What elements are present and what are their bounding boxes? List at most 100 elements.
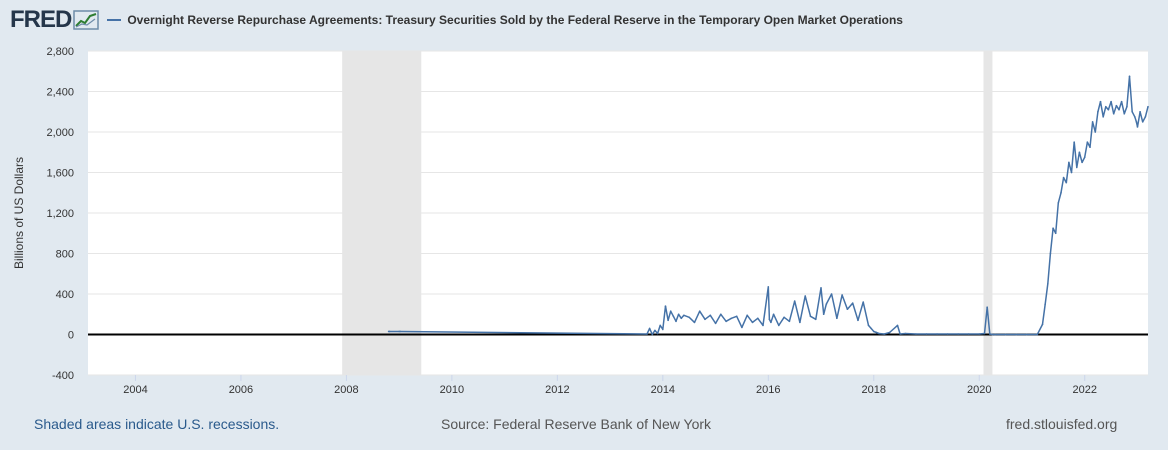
data-point xyxy=(672,315,675,318)
data-point xyxy=(720,313,722,316)
data-point xyxy=(1065,181,1068,184)
data-point xyxy=(1099,100,1102,103)
data-point xyxy=(875,331,878,334)
data-point xyxy=(770,321,772,324)
data-point xyxy=(978,333,981,335)
source-note: Source: Federal Reserve Bank of New York xyxy=(441,416,712,432)
data-point xyxy=(683,314,685,317)
fred-logo[interactable]: FRED xyxy=(10,6,100,34)
data-point xyxy=(709,314,712,317)
data-point xyxy=(741,326,743,329)
x-tick-label: 2012 xyxy=(545,384,569,396)
y-tick-label: -400 xyxy=(52,370,74,382)
data-point xyxy=(957,333,959,335)
data-point xyxy=(1144,116,1147,118)
x-tick-label: 2018 xyxy=(862,384,886,396)
y-tick-label: 800 xyxy=(56,249,74,261)
data-point xyxy=(1004,333,1007,336)
data-point xyxy=(825,303,828,305)
data-point xyxy=(693,321,696,324)
data-point xyxy=(925,333,928,335)
data-point xyxy=(983,332,986,335)
data-point xyxy=(783,316,785,319)
x-tick-label: 2020 xyxy=(967,384,991,396)
data-point xyxy=(1047,283,1049,285)
x-tick-label: 2006 xyxy=(229,384,253,396)
data-point xyxy=(1036,333,1039,336)
data-point xyxy=(680,317,683,320)
y-tick-label: 400 xyxy=(56,289,74,301)
data-point xyxy=(936,333,938,335)
data-point xyxy=(991,333,994,336)
data-point xyxy=(1073,141,1075,143)
graph-icon xyxy=(73,10,100,30)
data-point xyxy=(872,330,875,333)
data-point xyxy=(1052,227,1054,229)
data-point xyxy=(1123,112,1126,115)
data-point xyxy=(1120,100,1123,103)
recession-note: Shaded areas indicate U.S. recessions. xyxy=(34,416,280,432)
data-point xyxy=(662,328,664,331)
data-point xyxy=(814,318,817,321)
data-point xyxy=(899,333,901,335)
series-title[interactable]: Overnight Reverse Repurchase Agreements:… xyxy=(127,13,903,27)
data-point xyxy=(1107,108,1110,111)
data-point xyxy=(986,306,988,308)
data-point xyxy=(399,330,401,333)
data-point xyxy=(862,301,865,303)
data-point xyxy=(688,316,690,319)
data-point xyxy=(896,324,899,327)
data-point xyxy=(846,308,849,310)
data-point xyxy=(767,286,770,288)
data-point xyxy=(857,319,859,322)
y-tick-label: 0 xyxy=(68,330,74,342)
data-point xyxy=(994,333,996,336)
data-point xyxy=(730,317,733,320)
data-point xyxy=(1110,100,1112,103)
data-point xyxy=(788,320,791,323)
data-point xyxy=(904,332,907,335)
data-point xyxy=(1139,110,1141,113)
data-point xyxy=(714,322,717,325)
data-point xyxy=(659,324,661,327)
data-point xyxy=(664,305,667,307)
data-point xyxy=(883,333,886,335)
data-point xyxy=(1015,333,1017,336)
data-point xyxy=(915,333,917,335)
chart-header: FRED Overnight Reverse Repurchase Agreem… xyxy=(10,6,903,34)
data-point xyxy=(870,327,872,330)
data-point xyxy=(1076,166,1078,169)
data-point xyxy=(1131,110,1133,113)
data-point xyxy=(851,302,854,304)
data-point xyxy=(1083,156,1086,159)
data-point xyxy=(836,317,838,320)
data-point xyxy=(669,310,672,313)
data-point xyxy=(1091,121,1094,123)
data-point xyxy=(867,324,870,327)
data-point xyxy=(1136,126,1139,128)
y-tick-label: 1,200 xyxy=(46,208,74,220)
data-point xyxy=(756,317,759,320)
data-point xyxy=(1049,252,1052,255)
data-point xyxy=(1086,141,1089,143)
data-point xyxy=(830,293,833,295)
data-point xyxy=(746,314,749,317)
series-line xyxy=(388,75,1149,336)
data-point xyxy=(654,329,656,332)
data-point xyxy=(648,327,651,330)
data-point xyxy=(1044,303,1046,305)
data-point xyxy=(1078,151,1081,154)
data-point xyxy=(1062,176,1065,179)
data-point xyxy=(1060,191,1062,194)
x-tick-label: 2010 xyxy=(440,384,464,396)
data-point xyxy=(1118,108,1120,111)
x-tick-label: 2022 xyxy=(1072,384,1096,396)
data-point xyxy=(1141,121,1144,123)
data-point xyxy=(967,333,970,335)
data-point xyxy=(651,333,654,336)
data-point xyxy=(1081,161,1083,164)
site-link[interactable]: fred.stlouisfed.org xyxy=(1006,416,1118,432)
data-point xyxy=(667,319,669,322)
data-point xyxy=(809,315,812,318)
y-axis-label: Billions of US Dollars xyxy=(12,157,26,269)
